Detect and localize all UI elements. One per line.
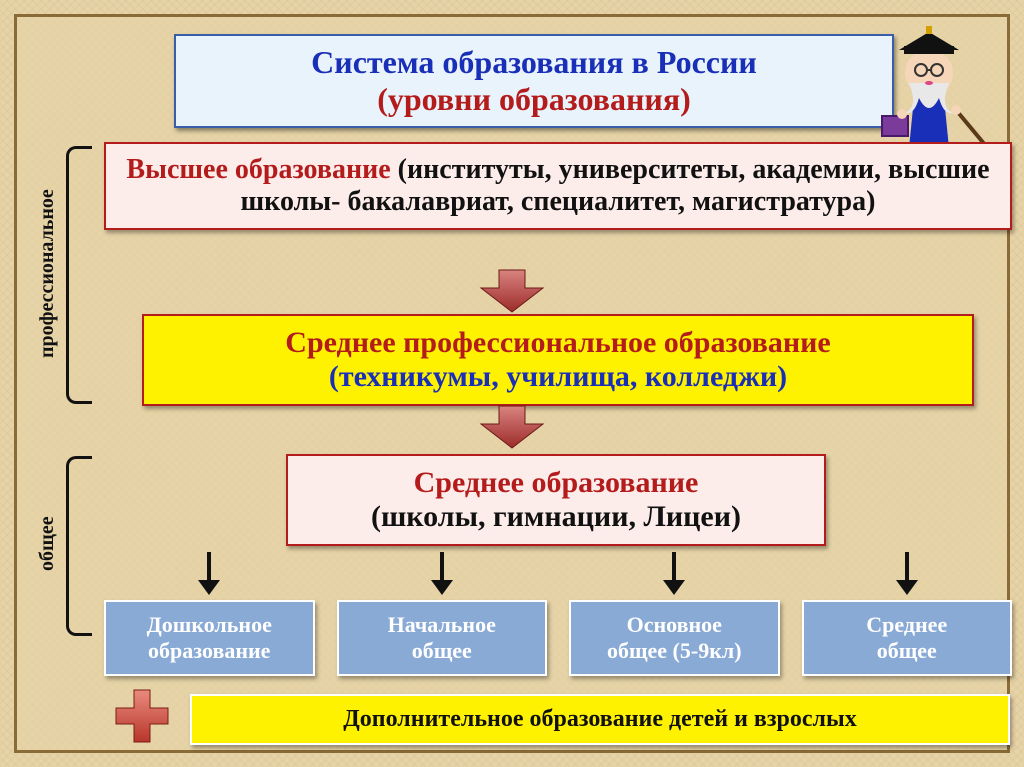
sub-arrows-row (104, 550, 1012, 596)
title-box: Система образования в России (уровни обр… (174, 34, 894, 128)
arrow-down-small-icon (659, 550, 689, 596)
sub-primary: Начальное общее (337, 600, 548, 676)
arrow-down-small-icon (427, 550, 457, 596)
plus-icon (110, 684, 174, 748)
box-higher-education: Высшее образование (институты, университ… (104, 142, 1012, 230)
sub-l2: общее (810, 638, 1005, 664)
bracket-professional (66, 146, 92, 404)
sublevel-row: Дошкольное образование Начальное общее О… (104, 600, 1012, 676)
diagram-content: Система образования в России (уровни обр… (14, 14, 1010, 753)
bracket-general (66, 456, 92, 636)
arrow-down-icon (477, 268, 547, 314)
arrow-down-icon (477, 404, 547, 450)
title-line-1: Система образования в России (186, 44, 882, 81)
sub-l1: Дошкольное (112, 612, 307, 638)
sub-l1: Основное (577, 612, 772, 638)
box-spo: Среднее профессиональное образование (те… (142, 314, 974, 406)
sub-l2: образование (112, 638, 307, 664)
sub-basic: Основное общее (5-9кл) (569, 600, 780, 676)
box-secondary: Среднее образование (школы, гимнации, Ли… (286, 454, 826, 546)
arrow-down-small-icon (892, 550, 922, 596)
sub-preschool: Дошкольное образование (104, 600, 315, 676)
secondary-title: Среднее образование (302, 466, 810, 500)
side-label-professional: профессиональное (36, 144, 59, 404)
sub-l2: общее (345, 638, 540, 664)
spo-details: (техникумы, училища, колледжи) (158, 360, 958, 394)
arrow-down-small-icon (194, 550, 224, 596)
side-label-general: общее (36, 454, 59, 634)
secondary-details: (школы, гимнации, Лицеи) (302, 500, 810, 534)
title-line-2: (уровни образования) (186, 81, 882, 118)
sub-secondary: Среднее общее (802, 600, 1013, 676)
higher-title: Высшее образование (126, 154, 397, 185)
box-extra-education: Дополнительное образование детей и взрос… (190, 694, 1010, 745)
sub-l2: общее (5-9кл) (577, 638, 772, 664)
sub-l1: Среднее (810, 612, 1005, 638)
spo-title: Среднее профессиональное образование (158, 326, 958, 360)
sub-l1: Начальное (345, 612, 540, 638)
